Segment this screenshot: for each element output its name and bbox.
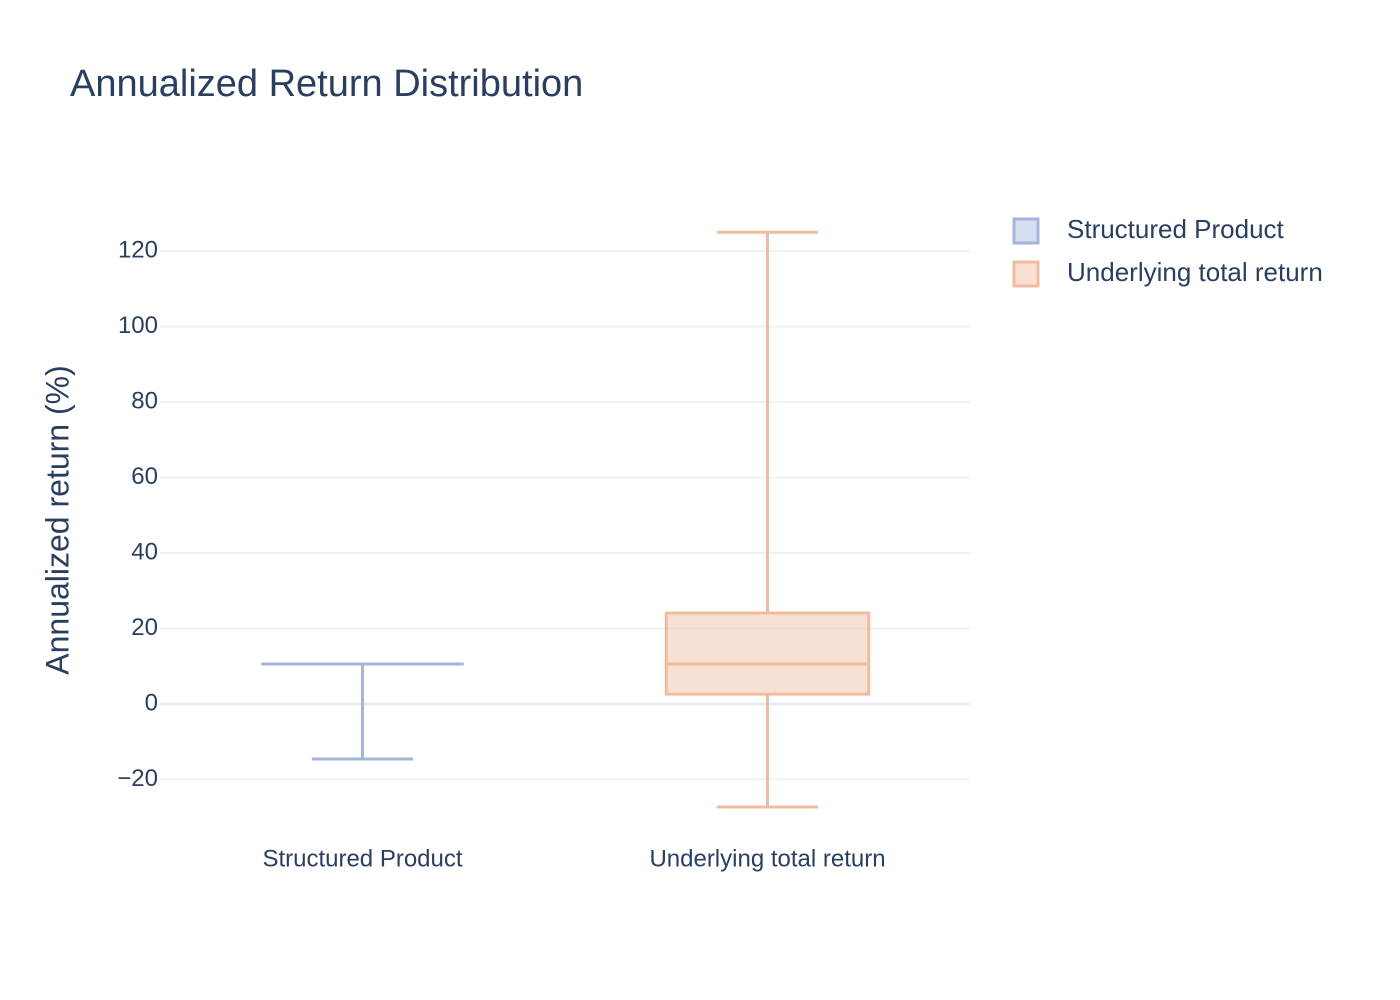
legend-swatch [1012, 260, 1040, 288]
y-tick-label: 0 [145, 689, 158, 716]
y-tick-label: 20 [131, 614, 158, 641]
y-axis-title: Annualized return (%) [39, 365, 75, 674]
legend-label: Underlying total return [1067, 257, 1323, 287]
chart-title: Annualized Return Distribution [70, 63, 583, 105]
y-tick-label: 100 [118, 312, 158, 339]
y-tick-label: 40 [131, 538, 158, 565]
x-tick-label: Structured Product [262, 845, 462, 872]
y-tick-label: 60 [131, 463, 158, 490]
y-tick-label: 120 [118, 236, 158, 263]
x-tick-label: Underlying total return [649, 845, 885, 872]
legend-swatch [1012, 217, 1040, 245]
y-tick-label: 80 [131, 387, 158, 414]
legend-label: Structured Product [1067, 214, 1285, 244]
box [664, 611, 871, 696]
y-tick-label: −20 [117, 765, 158, 792]
